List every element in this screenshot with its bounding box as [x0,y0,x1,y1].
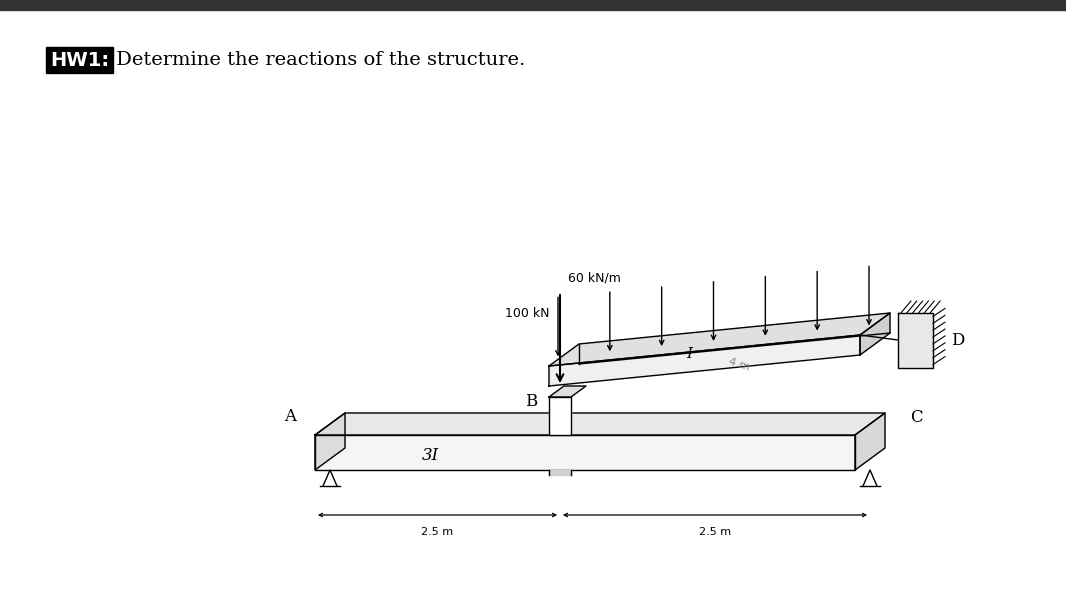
Text: D: D [951,332,965,349]
Text: Determine the reactions of the structure.: Determine the reactions of the structure… [110,51,526,69]
Text: 2.5 m: 2.5 m [421,527,453,537]
Text: B: B [524,394,537,411]
Text: 100 kN: 100 kN [505,307,549,320]
Polygon shape [549,397,571,435]
Polygon shape [549,313,890,366]
Text: 4 m: 4 m [728,356,752,372]
Text: HW1:: HW1: [50,50,109,70]
Polygon shape [314,413,345,470]
Polygon shape [549,386,586,397]
Polygon shape [314,413,885,435]
Text: 60 kN/m: 60 kN/m [568,271,620,284]
Text: 2.5 m: 2.5 m [699,527,731,537]
Polygon shape [314,435,855,470]
Text: I: I [687,348,693,362]
Polygon shape [549,335,860,386]
Text: 3I: 3I [421,447,438,464]
Text: C: C [910,410,923,427]
Polygon shape [898,313,933,368]
Polygon shape [860,313,890,355]
Polygon shape [0,0,1066,10]
Polygon shape [549,470,571,475]
Polygon shape [855,413,885,470]
Text: A: A [284,408,296,425]
